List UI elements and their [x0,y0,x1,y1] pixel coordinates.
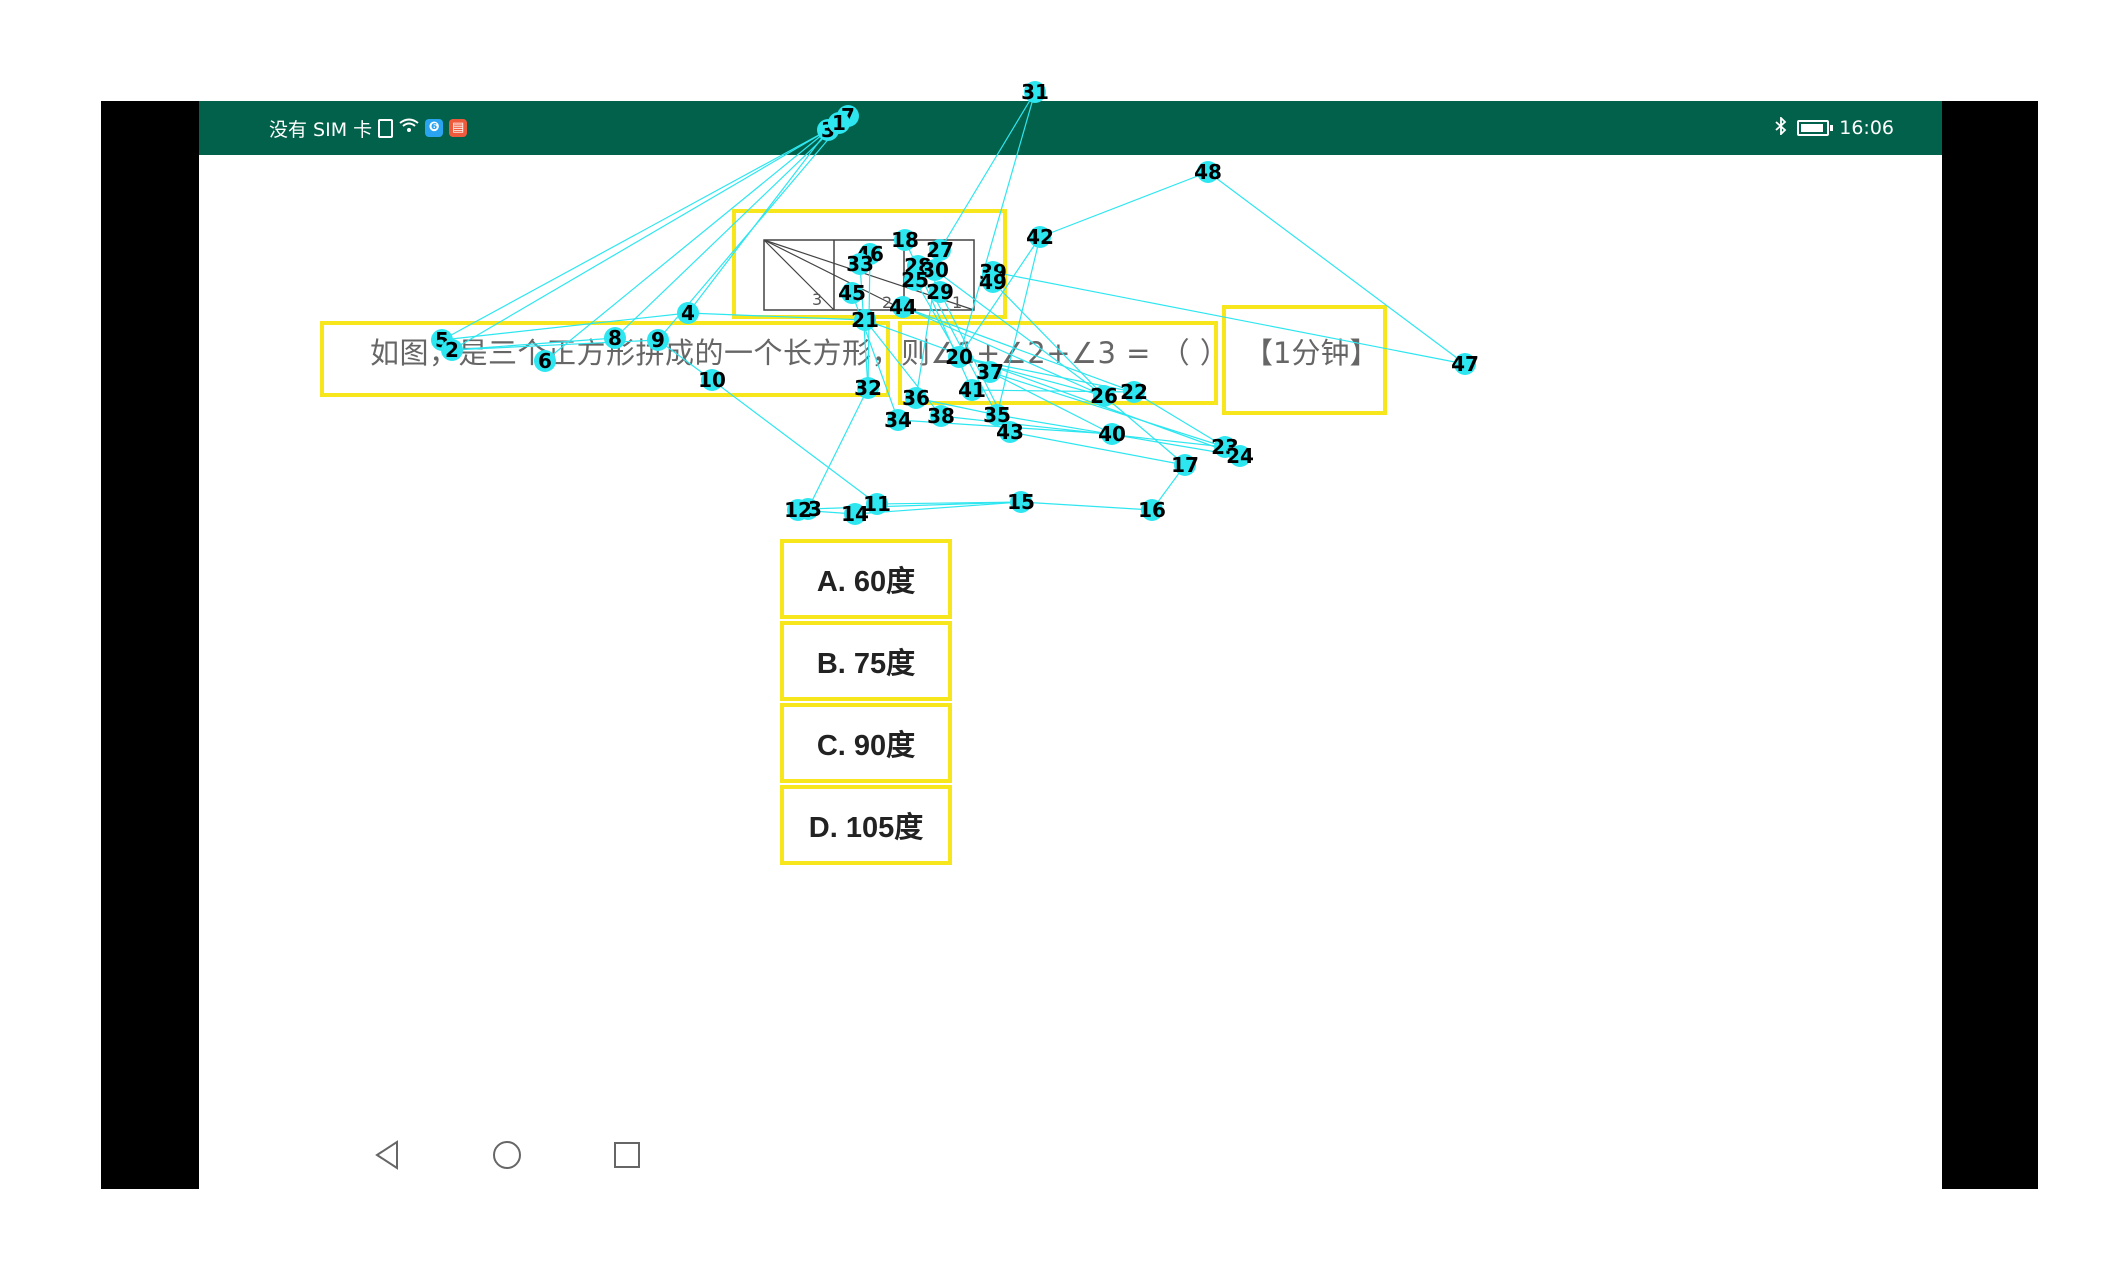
message-notification-icon: ▤ [449,119,468,137]
option-b-button[interactable]: B. 75度 [780,621,952,701]
device-screen: 没有 SIM 卡 ❻ ▤ 16:06 [199,101,1942,1189]
annotation-point-31 [1024,81,1046,103]
home-icon [493,1141,521,1169]
device-bezel-left [101,101,199,1189]
home-button[interactable] [487,1135,527,1175]
back-icon [375,1140,398,1170]
app-notification-icon: ❻ [425,119,444,137]
recent-apps-button[interactable] [607,1135,647,1175]
option-a-button[interactable]: A. 60度 [780,539,952,619]
status-bar: 没有 SIM 卡 ❻ ▤ 16:06 [199,101,1942,155]
device-bezel-right [1942,101,2038,1189]
timer-label: 【1分钟】 [1244,336,1379,370]
status-left: 没有 SIM 卡 ❻ ▤ [269,101,468,155]
clock-text: 16:06 [1839,117,1894,139]
option-c-button[interactable]: C. 90度 [780,703,952,783]
question-text: 如图，是三个正方形拼成的一个长方形，则∠1+∠2+∠3 = （ ） [370,336,1230,370]
status-right: 16:06 [1775,101,1894,155]
option-d-button[interactable]: D. 105度 [780,785,952,865]
figure-angle-label-1: 1 [952,293,963,312]
navigation-bar [199,1121,1942,1189]
question-figure: 3 2 1 [762,238,982,317]
figure-angle-label-3: 3 [812,290,823,309]
battery-icon [1797,120,1834,136]
back-button[interactable] [367,1135,407,1175]
figure-angle-label-2: 2 [882,293,893,312]
carrier-text: 没有 SIM 卡 [269,118,373,141]
bluetooth-icon [1775,115,1787,140]
recent-apps-icon [614,1142,640,1168]
sim-icon [378,118,394,138]
wifi-icon [399,117,419,139]
